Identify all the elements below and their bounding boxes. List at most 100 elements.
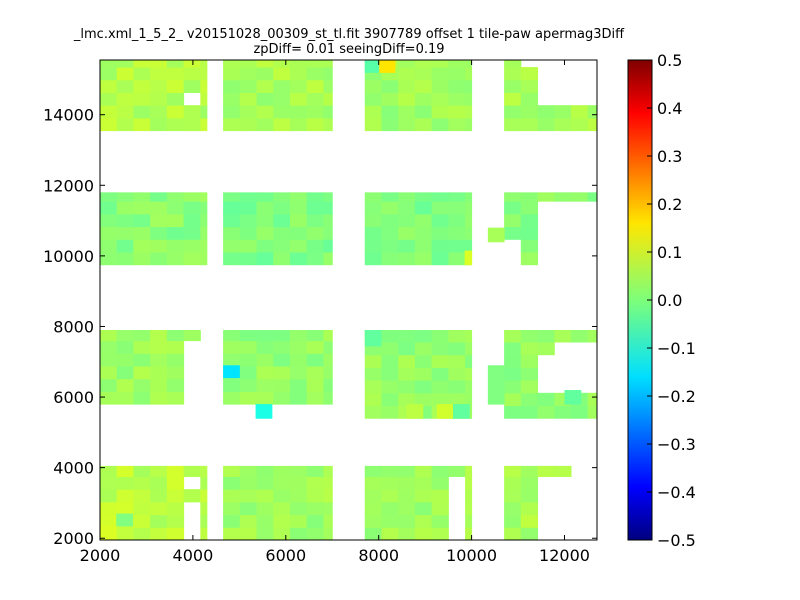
heatmap-cell [378, 60, 396, 73]
heatmap-cell [414, 465, 433, 477]
heatmap-cell [223, 117, 241, 132]
heatmap-cell [398, 514, 416, 528]
heatmap-cell [256, 79, 274, 93]
heatmap-cell [289, 213, 308, 228]
heatmap-cell [504, 367, 522, 381]
colorbar-tick-label: −0.3 [657, 435, 696, 454]
heatmap-cell [381, 527, 399, 540]
heatmap-cell [223, 201, 241, 215]
heatmap-cell [166, 252, 185, 266]
heatmap-cell [223, 365, 240, 379]
heatmap-cell [150, 117, 168, 132]
heatmap-cell [166, 79, 185, 93]
heatmap-cell [306, 105, 324, 119]
heatmap-cell [431, 514, 449, 528]
heatmap-cell [381, 367, 399, 381]
heatmap-cell [273, 79, 291, 93]
heatmap-cell [504, 117, 522, 132]
heatmap-cell [306, 501, 324, 516]
heatmap-cell [520, 380, 539, 394]
heatmap-cell [100, 239, 118, 253]
heatmap-cell [273, 378, 291, 392]
heatmap-cell [255, 404, 273, 419]
heatmap-cell [398, 79, 416, 93]
y-axis-ticks: 2000 4000 6000 8000 10000 12000 14000 [43, 106, 597, 548]
heatmap-cell [537, 342, 555, 356]
heatmap-cell [465, 226, 473, 240]
heatmap-cell [431, 79, 449, 93]
heatmap-cell [504, 79, 522, 93]
colorbar-tick-label: 0.5 [657, 51, 682, 70]
heatmap-cell [183, 60, 201, 68]
heatmap-cell [100, 226, 118, 240]
heatmap-cell [289, 378, 308, 392]
heatmap-cell [239, 514, 258, 528]
heatmap-cell [414, 239, 433, 253]
heatmap-cell [504, 67, 522, 81]
heatmap-cell [414, 92, 433, 106]
heatmap-cell [183, 489, 201, 503]
heatmap-cell [465, 330, 473, 343]
heatmap-cell [381, 465, 399, 477]
heatmap-cell [414, 330, 433, 343]
heatmap-cell [150, 501, 168, 516]
heatmap-cell [448, 60, 466, 68]
heatmap-cell [448, 201, 466, 215]
heatmap-cell [200, 476, 208, 490]
heatmap-cell [381, 354, 399, 368]
heatmap-cell [431, 117, 449, 132]
heatmap-cell [256, 105, 274, 119]
heatmap-cell [200, 105, 208, 119]
heatmap-cell [289, 527, 308, 540]
heatmap-cell [150, 489, 168, 503]
heatmap-cell [133, 117, 151, 132]
heatmap-cell [364, 392, 382, 407]
heatmap-cell [448, 192, 466, 202]
heatmap-cell [323, 465, 333, 477]
heatmap-cell [239, 192, 258, 202]
heatmap-cell [504, 342, 522, 356]
heatmap-cell [100, 330, 118, 342]
heatmap-cell [133, 465, 151, 477]
heatmap-cell [239, 252, 258, 266]
heatmap-cell [223, 330, 241, 342]
heatmap-cell [223, 79, 241, 93]
heatmap-cell [166, 476, 185, 490]
heatmap-cell [100, 501, 118, 516]
heatmap-cell [239, 391, 258, 405]
heatmap-cell [116, 60, 134, 68]
heatmap-cell [398, 92, 416, 106]
heatmap-cell [381, 201, 399, 215]
heatmap-cell [150, 378, 168, 392]
heatmap-cell [273, 105, 291, 119]
heatmap-cell [256, 239, 274, 253]
heatmap-cell [166, 201, 185, 215]
heatmap-cell [465, 67, 473, 81]
heatmap-cell [414, 192, 433, 202]
heatmap-cell [100, 465, 118, 477]
heatmap-cell [133, 366, 151, 380]
heatmap-cell [414, 67, 433, 81]
heatmap-cell [431, 252, 449, 266]
heatmap-cell [273, 239, 291, 253]
heatmap-cell [273, 527, 291, 540]
heatmap-cell [166, 378, 185, 392]
heatmap-cell [239, 353, 258, 367]
heatmap-cell [100, 489, 118, 503]
heatmap-cell [150, 340, 168, 354]
heatmap-cell [133, 378, 151, 392]
heatmap-cell [448, 105, 466, 119]
heatmap-cell [133, 476, 151, 490]
chart-title-line1: _lmc.xml_1_5_2_ v20151028_00309_st_tl.fi… [73, 27, 625, 42]
heatmap-cell [133, 226, 151, 240]
heatmap-cell [381, 501, 399, 516]
heatmap-cell [239, 366, 258, 380]
heatmap-cell [116, 330, 134, 342]
heatmap-cell [323, 67, 333, 81]
plot-frame [99, 59, 598, 541]
heatmap-cell [289, 514, 308, 528]
heatmap-cell [537, 105, 555, 119]
heatmap-cell [256, 340, 274, 354]
heatmap-cell [520, 527, 539, 540]
heatmap-cell [100, 252, 118, 266]
